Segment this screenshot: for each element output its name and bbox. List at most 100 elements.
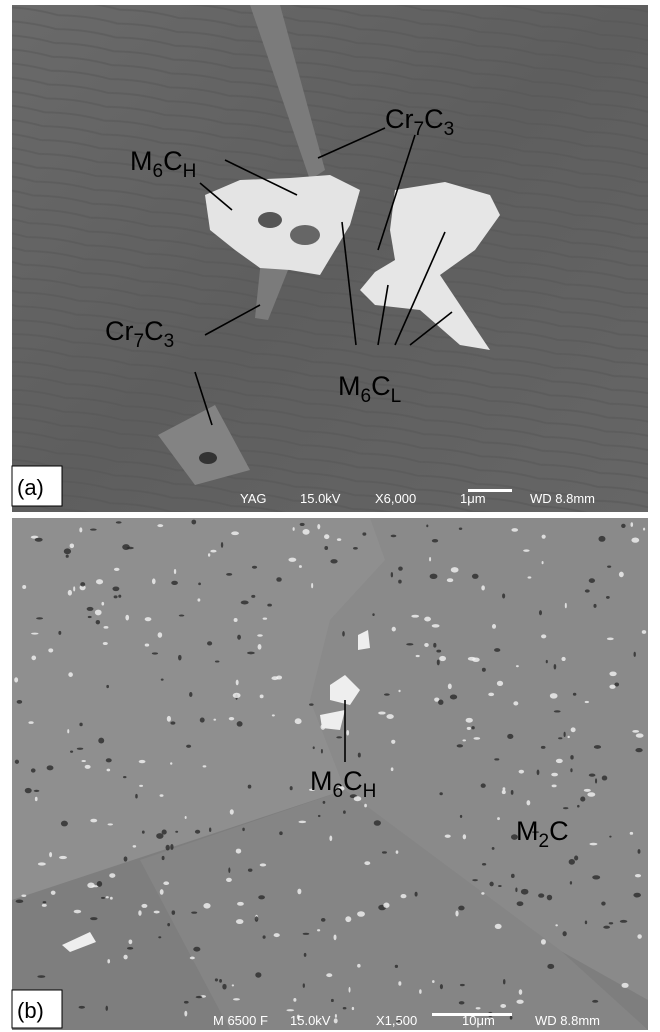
- precipitate: [631, 537, 639, 542]
- precipitate: [460, 815, 462, 818]
- precipitate: [195, 830, 200, 834]
- subscript: L: [391, 386, 402, 407]
- precipitate: [90, 529, 97, 531]
- precipitate: [237, 721, 243, 726]
- precipitate: [580, 797, 585, 802]
- info-text: 10μm: [462, 1013, 495, 1028]
- precipitate: [79, 1006, 85, 1009]
- precipitate: [494, 648, 500, 652]
- precipitate: [145, 617, 152, 621]
- panel-a: [12, 5, 648, 512]
- label-text: C: [549, 816, 569, 846]
- precipitate: [293, 527, 295, 531]
- precipitate: [570, 755, 573, 759]
- precipitate: [79, 723, 82, 727]
- precipitate: [542, 535, 546, 539]
- precipitate: [476, 1007, 481, 1009]
- precipitate: [108, 823, 114, 825]
- precipitate: [482, 863, 486, 866]
- precipitate: [429, 557, 431, 561]
- precipitate: [70, 543, 74, 548]
- precipitate: [472, 879, 478, 881]
- precipitate: [313, 746, 315, 749]
- precipitate: [58, 631, 61, 635]
- precipitate: [160, 889, 164, 895]
- precipitate: [519, 989, 523, 995]
- precipitate: [609, 685, 615, 689]
- precipitate: [226, 573, 232, 576]
- subscript: 7: [134, 331, 145, 352]
- precipitate: [411, 615, 419, 618]
- precipitate: [36, 617, 43, 619]
- precipitate: [16, 899, 24, 903]
- precipitate: [222, 984, 226, 990]
- precipitate: [358, 753, 361, 758]
- precipitate: [489, 882, 493, 887]
- precipitate: [236, 849, 241, 854]
- precipitate: [152, 578, 156, 584]
- precipitate: [279, 831, 283, 835]
- precipitate: [236, 919, 243, 924]
- precipitate: [497, 817, 500, 820]
- precipitate: [547, 895, 552, 901]
- precipitate: [175, 831, 178, 833]
- precipitate: [603, 926, 610, 929]
- precipitate: [88, 616, 92, 618]
- precipitate: [22, 585, 26, 589]
- precipitate: [406, 643, 413, 645]
- precipitate: [274, 933, 280, 937]
- precipitate: [382, 851, 387, 853]
- precipitate: [558, 737, 562, 739]
- precipitate: [184, 1011, 187, 1017]
- precipitate: [637, 934, 641, 939]
- precipitate: [101, 897, 105, 899]
- precipitate: [242, 828, 245, 831]
- precipitate: [317, 524, 320, 529]
- precipitate: [297, 889, 301, 895]
- precipitate: [587, 792, 595, 797]
- precipitate: [252, 566, 257, 569]
- precipitate: [398, 690, 400, 692]
- precipitate: [521, 889, 529, 895]
- precipitate: [215, 978, 218, 981]
- precipitate: [68, 590, 72, 596]
- precipitate: [349, 987, 351, 993]
- precipitate: [343, 810, 346, 814]
- label-text: C: [163, 146, 183, 176]
- info-text: X6,000: [375, 491, 416, 506]
- precipitate: [447, 578, 453, 582]
- precipitate: [439, 656, 446, 661]
- precipitate: [372, 613, 374, 616]
- precipitate: [267, 604, 272, 607]
- precipitate: [170, 844, 173, 850]
- precipitate: [523, 549, 529, 551]
- precipitate: [592, 1000, 598, 1003]
- precipitate: [494, 758, 499, 760]
- precipitate: [103, 626, 108, 629]
- precipitate: [541, 939, 546, 945]
- precipitate: [98, 738, 104, 744]
- precipitate: [609, 922, 613, 924]
- precipitate: [334, 934, 337, 940]
- precipitate: [329, 835, 332, 841]
- precipitate: [68, 672, 73, 677]
- precipitate: [167, 716, 171, 722]
- precipitate: [455, 911, 458, 917]
- precipitate: [80, 582, 85, 586]
- precipitate: [440, 984, 443, 989]
- precipitate: [87, 607, 94, 611]
- precipitate: [620, 920, 628, 923]
- precipitate: [432, 539, 438, 543]
- precipitate: [96, 620, 100, 624]
- precipitate: [43, 901, 47, 903]
- precipitate: [298, 821, 306, 823]
- precipitate: [551, 773, 558, 777]
- precipitate: [208, 553, 210, 556]
- precipitate: [184, 1001, 189, 1004]
- precipitate: [31, 768, 36, 772]
- precipitate: [14, 677, 18, 682]
- precipitate: [326, 973, 332, 977]
- precipitate: [174, 569, 176, 574]
- precipitate: [364, 861, 370, 865]
- precipitate: [539, 610, 542, 615]
